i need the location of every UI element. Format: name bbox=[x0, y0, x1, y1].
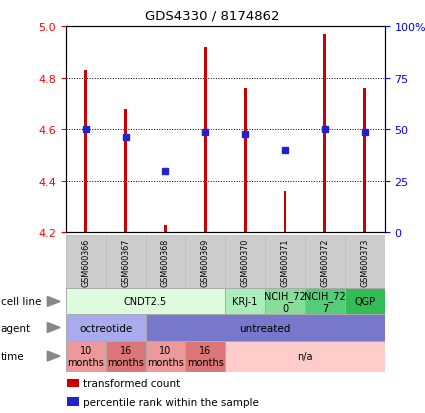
Polygon shape bbox=[47, 297, 60, 306]
Text: QGP: QGP bbox=[354, 297, 375, 307]
Text: n/a: n/a bbox=[297, 351, 313, 361]
Text: GSM600373: GSM600373 bbox=[360, 238, 369, 286]
Bar bbox=[66, 289, 225, 315]
Text: time: time bbox=[1, 351, 25, 361]
Bar bbox=[185, 341, 225, 372]
Bar bbox=[145, 341, 185, 372]
Polygon shape bbox=[47, 323, 60, 333]
Text: 10
months: 10 months bbox=[67, 345, 104, 367]
Bar bbox=[66, 315, 145, 341]
Bar bbox=[164, 225, 167, 233]
Bar bbox=[124, 109, 127, 233]
Text: GSM600371: GSM600371 bbox=[280, 238, 289, 286]
Bar bbox=[225, 235, 265, 289]
Bar bbox=[225, 341, 385, 372]
Bar bbox=[345, 235, 385, 289]
Bar bbox=[363, 89, 366, 233]
Text: KRJ-1: KRJ-1 bbox=[232, 297, 258, 307]
Bar bbox=[244, 89, 246, 233]
Bar bbox=[66, 341, 106, 372]
Bar bbox=[305, 235, 345, 289]
Bar bbox=[323, 35, 326, 233]
Text: NCIH_72
7: NCIH_72 7 bbox=[304, 290, 346, 313]
Bar bbox=[265, 235, 305, 289]
Bar bbox=[345, 235, 385, 289]
Bar bbox=[185, 235, 225, 289]
Bar bbox=[66, 289, 225, 315]
Bar bbox=[185, 341, 225, 372]
Text: GSM600366: GSM600366 bbox=[81, 238, 90, 286]
Polygon shape bbox=[47, 351, 60, 361]
Bar bbox=[106, 341, 145, 372]
Bar bbox=[68, 379, 79, 387]
Bar bbox=[145, 235, 185, 289]
Bar bbox=[145, 341, 185, 372]
Text: GSM600369: GSM600369 bbox=[201, 238, 210, 286]
Text: cell line: cell line bbox=[1, 297, 41, 307]
Bar bbox=[66, 341, 106, 372]
Text: GSM600367: GSM600367 bbox=[121, 238, 130, 286]
Bar bbox=[305, 289, 345, 315]
Text: GDS4330 / 8174862: GDS4330 / 8174862 bbox=[145, 9, 280, 22]
Bar bbox=[305, 235, 345, 289]
Text: GSM600368: GSM600368 bbox=[161, 238, 170, 286]
Bar bbox=[145, 315, 385, 341]
Text: 16
months: 16 months bbox=[107, 345, 144, 367]
Bar bbox=[106, 235, 145, 289]
Bar bbox=[265, 289, 305, 315]
Bar bbox=[345, 289, 385, 315]
Text: agent: agent bbox=[1, 323, 31, 333]
Text: 16
months: 16 months bbox=[187, 345, 224, 367]
Bar bbox=[283, 192, 286, 233]
Text: GSM600370: GSM600370 bbox=[241, 238, 249, 286]
Bar bbox=[345, 289, 385, 315]
Text: CNDT2.5: CNDT2.5 bbox=[124, 297, 167, 307]
Bar bbox=[145, 235, 185, 289]
Bar bbox=[85, 71, 87, 233]
Bar bbox=[225, 341, 385, 372]
Bar bbox=[265, 235, 305, 289]
Bar bbox=[185, 235, 225, 289]
Bar bbox=[204, 47, 207, 233]
Bar bbox=[66, 315, 145, 341]
Bar bbox=[106, 235, 145, 289]
Bar bbox=[66, 235, 106, 289]
Bar bbox=[106, 341, 145, 372]
Bar bbox=[225, 289, 265, 315]
Bar bbox=[145, 315, 385, 341]
Text: transformed count: transformed count bbox=[83, 378, 181, 388]
Text: octreotide: octreotide bbox=[79, 323, 132, 333]
Text: GSM600372: GSM600372 bbox=[320, 237, 329, 286]
Text: 10
months: 10 months bbox=[147, 345, 184, 367]
Text: percentile rank within the sample: percentile rank within the sample bbox=[83, 396, 259, 407]
Text: untreated: untreated bbox=[239, 323, 291, 333]
Bar bbox=[68, 397, 79, 406]
Bar bbox=[265, 289, 305, 315]
Text: NCIH_72
0: NCIH_72 0 bbox=[264, 290, 306, 313]
Bar bbox=[225, 235, 265, 289]
Bar bbox=[225, 289, 265, 315]
Bar bbox=[66, 235, 106, 289]
Bar bbox=[305, 289, 345, 315]
